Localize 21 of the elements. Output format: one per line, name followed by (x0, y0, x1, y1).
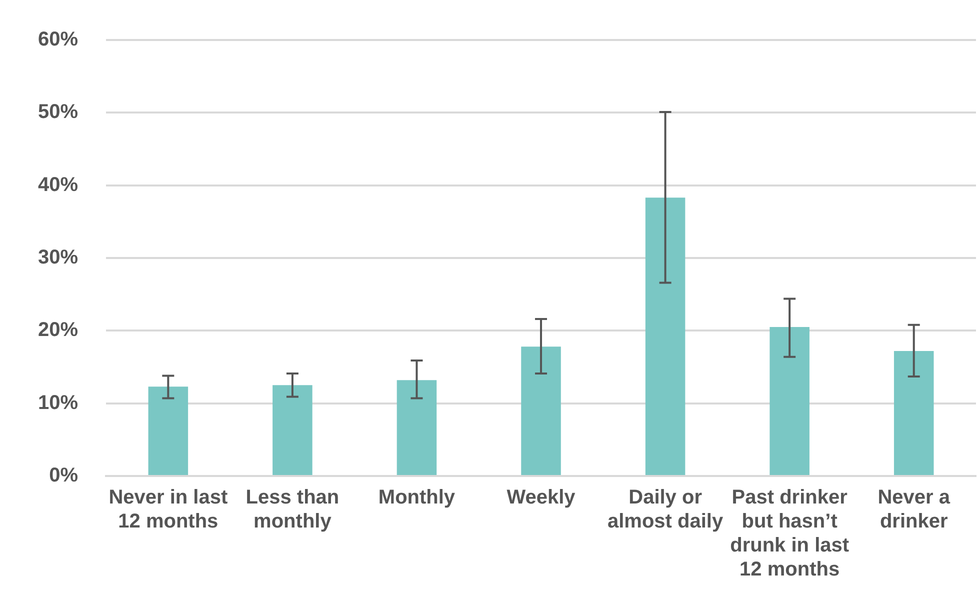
bar (148, 386, 188, 475)
bar (272, 385, 312, 475)
x-tick-label: Less than monthly (246, 486, 340, 533)
y-tick-label: 30% (38, 246, 78, 269)
y-tick-label: 40% (38, 174, 78, 196)
bar (770, 327, 810, 475)
x-tick-label: Past drinker but hasn’t drunk in last 12 months (730, 486, 850, 581)
y-tick-label: 0% (49, 464, 78, 487)
bar (396, 380, 437, 475)
bar (645, 198, 686, 475)
bar (894, 351, 934, 475)
y-tick-label: 60% (38, 28, 78, 51)
bar (521, 346, 561, 475)
y-tick-label: 20% (38, 319, 78, 342)
y-tick-label: 50% (38, 101, 78, 124)
x-tick-label: Monthly (378, 486, 456, 509)
y-tick-label: 10% (38, 392, 78, 414)
x-tick-label: Daily or almost daily (607, 486, 724, 533)
x-tick-label: Never a drinker (878, 486, 951, 533)
x-tick-label: Weekly (506, 486, 576, 509)
x-tick-label: Never in last 12 months (108, 486, 228, 533)
